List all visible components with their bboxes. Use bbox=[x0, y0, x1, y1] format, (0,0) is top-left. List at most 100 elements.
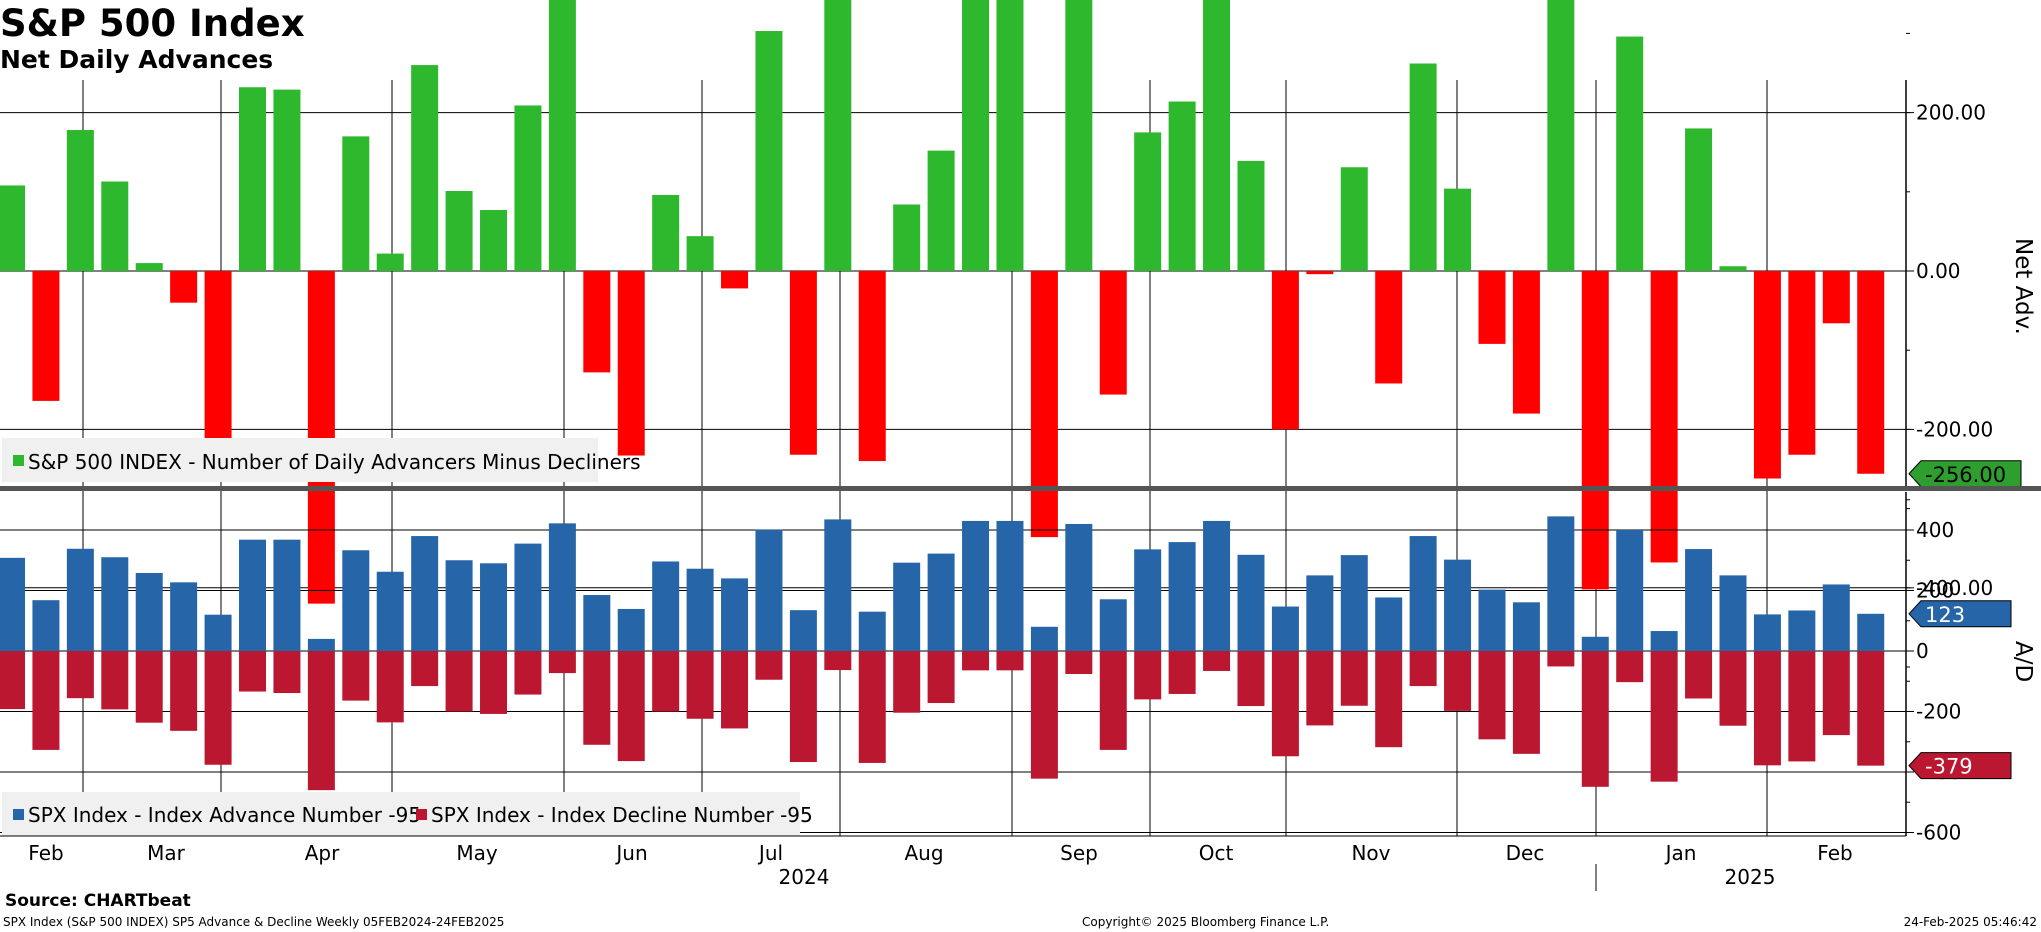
advance-bar bbox=[1030, 626, 1058, 651]
net-adv-bar bbox=[962, 0, 990, 271]
net-adv-bar bbox=[583, 271, 611, 373]
net-adv-bar bbox=[1616, 36, 1644, 272]
net-adv-bar bbox=[66, 130, 94, 271]
advance-bar bbox=[1650, 631, 1678, 651]
decline-bar bbox=[1581, 651, 1609, 787]
net-adv-bar bbox=[617, 271, 645, 456]
decline-bar bbox=[445, 651, 473, 712]
net-adv-bar bbox=[721, 271, 749, 289]
net-adv-bar bbox=[1271, 271, 1299, 430]
net-adv-bar bbox=[170, 271, 198, 303]
net-adv-bar bbox=[1203, 0, 1231, 272]
net-adv-bar bbox=[307, 271, 335, 604]
decline-bar bbox=[376, 651, 404, 723]
decline-bar bbox=[1065, 651, 1093, 674]
decline-bar bbox=[1340, 651, 1368, 706]
x-month-label: Sep bbox=[1060, 841, 1098, 865]
decline-bar bbox=[962, 651, 990, 671]
decline-bar bbox=[548, 651, 576, 674]
advance-bar bbox=[1065, 523, 1093, 651]
last-value-label-advance: 123 bbox=[1925, 603, 1965, 627]
decline-bar bbox=[0, 651, 25, 710]
x-axis: Feb Mar Apr May Jun Jul Aug Sep Oct Nov Dec Jan Feb 2… bbox=[28, 841, 1853, 891]
x-month-label: Aug bbox=[904, 841, 943, 865]
advance-bar bbox=[824, 519, 852, 651]
net-adv-bar bbox=[1478, 271, 1506, 344]
net-adv-bar bbox=[824, 0, 852, 271]
decline-bar bbox=[1478, 651, 1506, 740]
y-axis-label: A/D bbox=[2010, 641, 2036, 682]
net-adv-bar bbox=[1822, 271, 1850, 324]
decline-bar bbox=[617, 651, 645, 762]
advance-bar bbox=[1512, 602, 1540, 651]
net-adv-bar bbox=[893, 204, 921, 271]
advance-bar bbox=[548, 523, 576, 651]
advance-bar bbox=[789, 610, 817, 651]
chart-subtitle: Net Daily Advances bbox=[0, 45, 274, 74]
decline-bar bbox=[101, 651, 129, 710]
decline-bar bbox=[1237, 651, 1265, 707]
decline-bar bbox=[686, 651, 714, 719]
net-adv-bar bbox=[1512, 271, 1540, 414]
decline-bar bbox=[1444, 651, 1472, 711]
advance-bar bbox=[1237, 554, 1265, 651]
advance-bar bbox=[996, 520, 1024, 651]
decline-bar bbox=[721, 651, 749, 729]
advance-bar bbox=[583, 595, 611, 651]
advance-bar bbox=[411, 536, 439, 651]
decline-bar bbox=[1788, 651, 1816, 762]
net-adv-bar bbox=[548, 0, 576, 272]
advance-bar bbox=[755, 529, 783, 651]
net-adv-bar bbox=[1134, 132, 1162, 271]
last-value-label-decline: -379 bbox=[1925, 755, 1973, 779]
advance-bar bbox=[1753, 614, 1781, 651]
panel-divider bbox=[0, 486, 2041, 491]
advance-bar bbox=[101, 557, 129, 651]
advance-bar bbox=[893, 562, 921, 651]
decline-bar bbox=[1547, 651, 1575, 667]
y-tick-label: 400 bbox=[1916, 518, 1954, 542]
advance-bar bbox=[652, 561, 680, 651]
advance-bar bbox=[686, 568, 714, 651]
net-adv-bar bbox=[1547, 0, 1575, 271]
net-adv-bar bbox=[273, 89, 301, 271]
net-adv-bar bbox=[1065, 0, 1093, 272]
decline-bar bbox=[411, 651, 439, 687]
decline-bar bbox=[1685, 651, 1713, 699]
advance-bar bbox=[858, 611, 886, 651]
decline-bar bbox=[1650, 651, 1678, 782]
decline-bar bbox=[204, 651, 232, 765]
advance-bar bbox=[1788, 610, 1816, 651]
decline-bar bbox=[755, 651, 783, 680]
net-adv-bar bbox=[1030, 271, 1058, 538]
footer-copyright: Copyright© 2025 Bloomberg Finance L.P. bbox=[1082, 915, 1330, 929]
decline-bar bbox=[307, 651, 335, 791]
net-adv-bar bbox=[239, 87, 267, 271]
y-tick-label: -400.00 bbox=[1916, 576, 1993, 600]
advance-bar bbox=[307, 638, 335, 651]
net-adv-bar bbox=[1753, 271, 1781, 479]
legend-label: S&P 500 INDEX - Number of Daily Advancer… bbox=[28, 450, 641, 474]
net-adv-bar bbox=[686, 236, 714, 271]
last-value-tag-advance bbox=[1908, 600, 2012, 628]
legend-label-advance: SPX Index - Index Advance Number -95 bbox=[28, 803, 421, 827]
decline-bar bbox=[789, 651, 817, 763]
advance-bar bbox=[1444, 559, 1472, 651]
decline-bar bbox=[480, 651, 508, 714]
advance-bar bbox=[66, 548, 94, 651]
y-tick-label: -600 bbox=[1916, 821, 1961, 845]
advance-bar bbox=[1306, 575, 1334, 651]
net-adv-bar bbox=[1409, 63, 1437, 271]
decline-bar bbox=[32, 651, 60, 750]
x-month-label: Oct bbox=[1199, 841, 1234, 865]
y-tick-label: 200 bbox=[1916, 579, 1954, 603]
advance-bar bbox=[1547, 516, 1575, 651]
advance-bar bbox=[32, 600, 60, 651]
net-adv-bar bbox=[1375, 271, 1403, 384]
decline-bar bbox=[1203, 651, 1231, 671]
net-adv-bar bbox=[996, 0, 1024, 271]
net-adv-bar bbox=[789, 271, 817, 455]
last-value-tag-decline bbox=[1908, 752, 2012, 780]
